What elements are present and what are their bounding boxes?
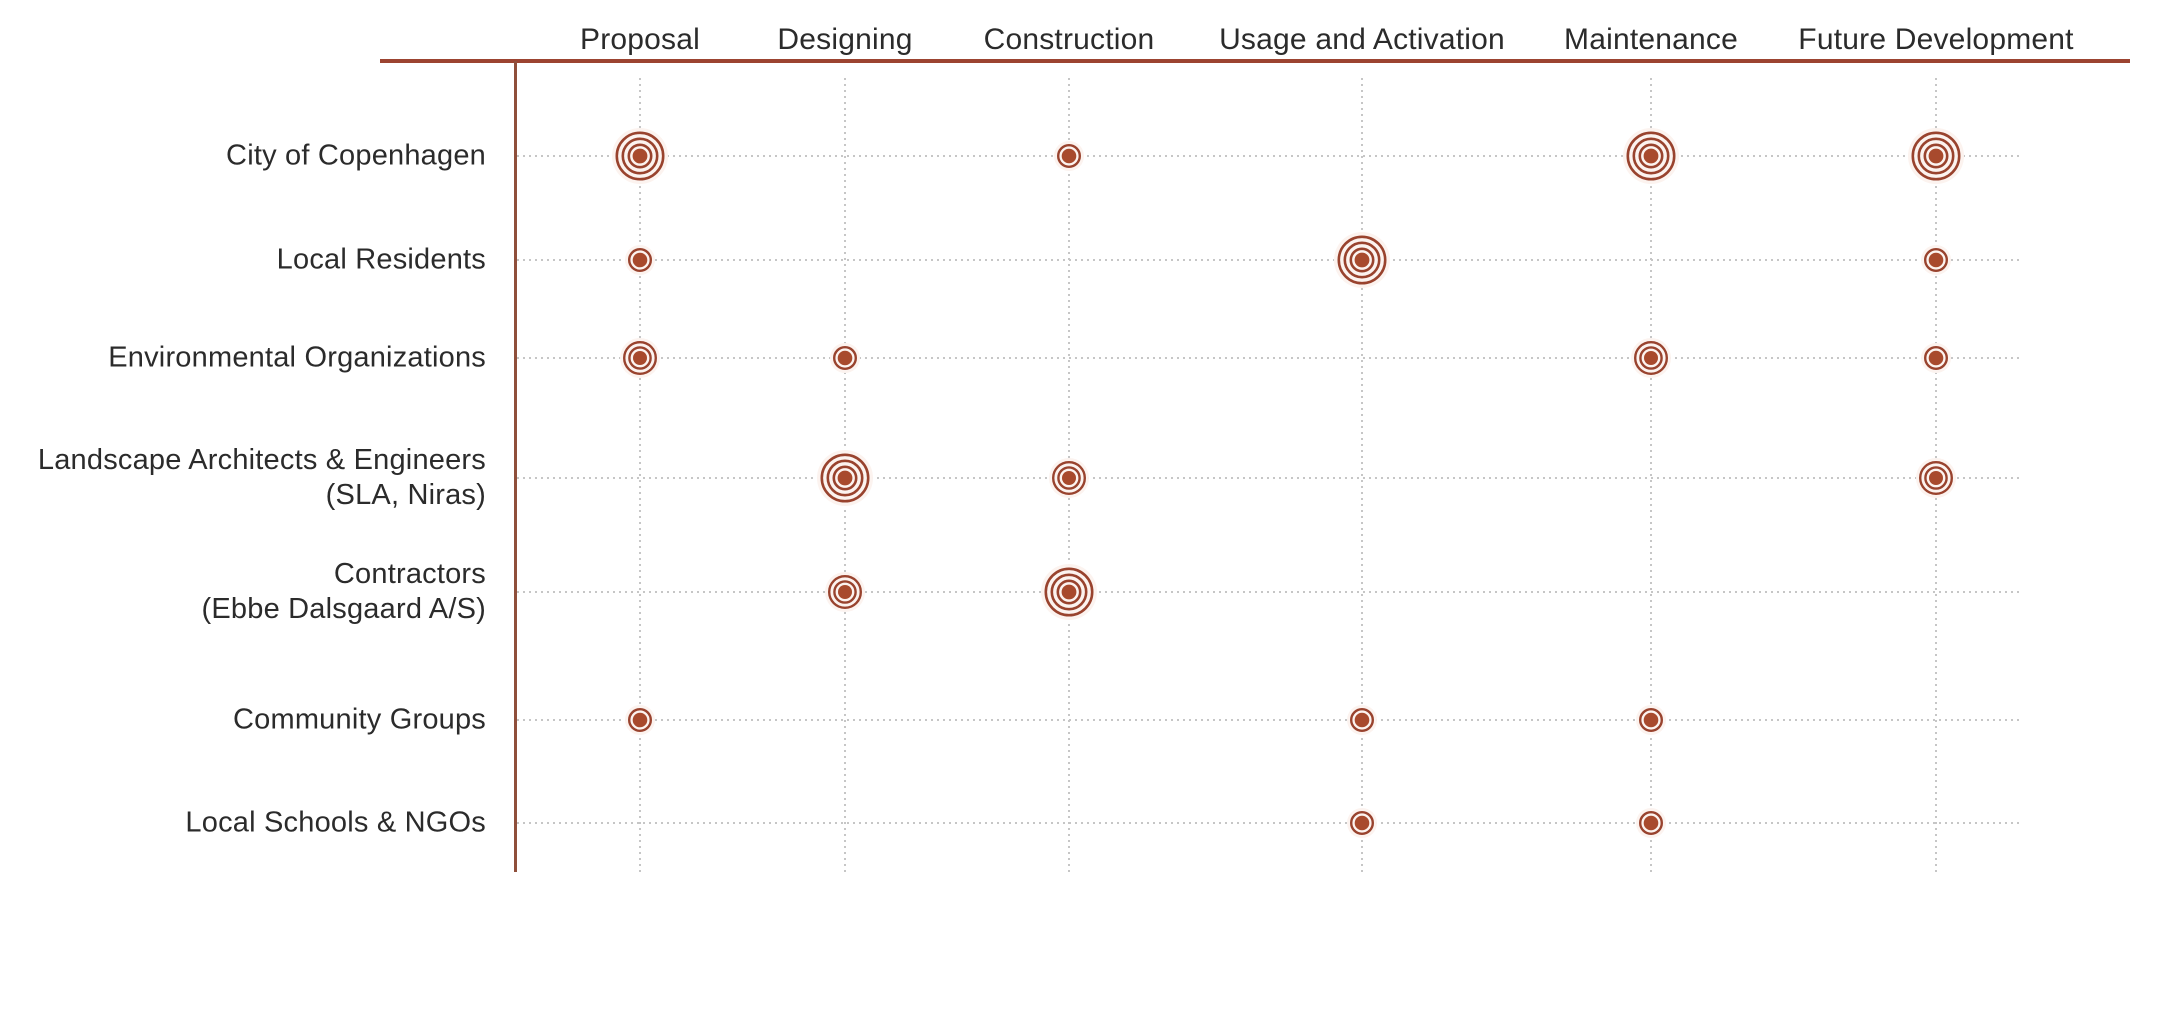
marker-level2-r4-c1 <box>824 571 866 613</box>
gridline-vertical-3 <box>1361 78 1363 872</box>
marker-level1-r2-c5 <box>1920 342 1952 374</box>
row-label-line: City of Copenhagen <box>226 139 486 172</box>
row-label-4: Contractors (Ebbe Dalsgaard A/S) <box>0 557 486 627</box>
row-label-3: Landscape Architects & Engineers (SLA, Ni… <box>0 443 486 513</box>
gridline-horizontal-0 <box>517 155 2020 157</box>
gridline-vertical-4 <box>1650 78 1652 872</box>
marker-level2-r2-c4 <box>1630 337 1672 379</box>
row-label-line: Environmental Organizations <box>108 341 486 374</box>
column-header-3: Usage and Activation <box>1219 23 1505 56</box>
row-label-0: City of Copenhagen <box>0 139 486 174</box>
marker-level1-r1-c0 <box>624 244 656 276</box>
row-label-1: Local Residents <box>0 243 486 278</box>
column-header-1: Designing <box>777 23 913 56</box>
row-label-6: Local Schools & NGOs <box>0 806 486 841</box>
marker-level2-r3-c2 <box>1048 457 1090 499</box>
marker-level3-r1-c3 <box>1333 231 1391 289</box>
column-header-4: Maintenance <box>1564 23 1738 56</box>
row-label-line: Contractors <box>333 558 486 590</box>
row-label-line: Local Residents <box>276 243 486 276</box>
column-header-axis-line <box>380 59 2130 63</box>
marker-level3-r3-c1 <box>816 449 874 507</box>
row-label-line: Local Schools & NGOs <box>185 806 486 839</box>
marker-level2-r3-c5 <box>1915 457 1957 499</box>
row-label-line: (Ebbe Dalsgaard A/S) <box>201 593 486 625</box>
row-label-2: Environmental Organizations <box>0 341 486 376</box>
marker-level1-r1-c5 <box>1920 244 1952 276</box>
marker-level1-r0-c2 <box>1053 140 1085 172</box>
marker-level1-r6-c4 <box>1635 807 1667 839</box>
gridline-vertical-0 <box>639 78 641 872</box>
row-label-line: Community Groups <box>233 703 486 736</box>
marker-level3-r4-c2 <box>1040 563 1098 621</box>
row-label-axis-line <box>514 61 517 872</box>
gridline-horizontal-1 <box>517 259 2020 261</box>
marker-level1-r6-c3 <box>1346 807 1378 839</box>
marker-level1-r5-c3 <box>1346 704 1378 736</box>
row-label-line: Landscape Architects & Engineers <box>37 444 486 476</box>
marker-level3-r0-c0 <box>611 127 669 185</box>
marker-level3-r0-c5 <box>1907 127 1965 185</box>
gridline-horizontal-6 <box>517 822 2020 824</box>
gridline-horizontal-3 <box>517 477 2020 479</box>
column-header-5: Future Development <box>1798 23 2074 56</box>
marker-level2-r2-c0 <box>619 337 661 379</box>
column-header-2: Construction <box>983 23 1155 56</box>
row-label-line: (SLA, Niras) <box>325 479 486 511</box>
marker-level1-r2-c1 <box>829 342 861 374</box>
marker-level3-r0-c4 <box>1622 127 1680 185</box>
column-header-0: Proposal <box>579 23 701 56</box>
gridline-horizontal-5 <box>517 719 2020 721</box>
row-label-5: Community Groups <box>0 703 486 738</box>
marker-level1-r5-c0 <box>624 704 656 736</box>
gridline-horizontal-4 <box>517 591 2020 593</box>
gridline-horizontal-2 <box>517 357 2020 359</box>
marker-level1-r5-c4 <box>1635 704 1667 736</box>
